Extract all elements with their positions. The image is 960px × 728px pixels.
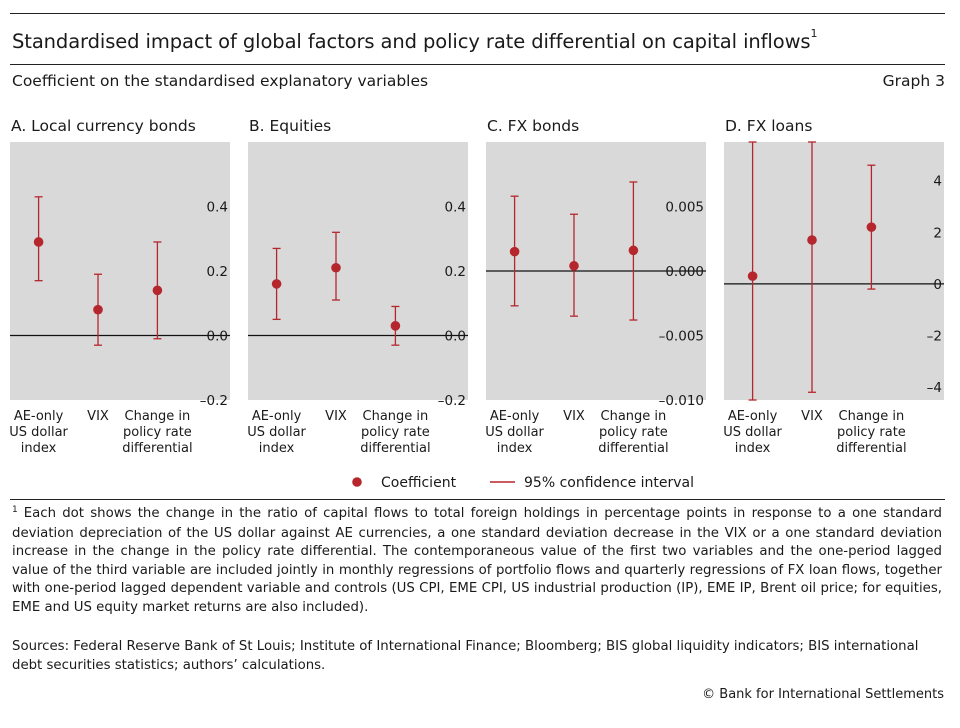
footnote-number: 1 [12,505,18,515]
category-label: US dollar [485,425,544,440]
coefficient-point [747,271,758,281]
category-label: policy rate [361,425,430,440]
y-tick-label: 4 [933,174,942,190]
panel-title-2: C. FX bonds [487,117,579,135]
category-label: index [21,441,57,456]
category-label: Change in [601,409,667,424]
y-tick-label: –0.005 [659,329,704,345]
top-rule [10,13,945,14]
footnote-rule [10,499,945,500]
category-label: differential [360,441,430,456]
y-tick-label: 0.0 [445,329,466,345]
category-label: differential [598,441,668,456]
category-label: Change in [363,409,429,424]
panel-background-1 [248,142,468,400]
graph-number: Graph 3 [882,72,945,90]
category-label: VIX [87,409,109,424]
footnote-text: Each dot shows the change in the ratio o… [12,506,942,615]
copyright: © Bank for International Settlements [702,687,944,702]
category-label: differential [836,441,906,456]
panel-title-3: D. FX loans [725,117,812,135]
y-tick-label: 0.0 [207,329,228,345]
category-label: AE-only [252,409,302,424]
title-footnote-ref: 1 [810,26,818,40]
chart-area: A. Local currency bonds –0.2 0.0 0.2 0.4 AE-o… [9,117,944,491]
coefficient-point [93,304,103,315]
y-tick-label: 0.2 [445,264,466,280]
y-tick-label: –4 [927,380,942,396]
panel-background-3 [724,142,944,400]
panel-background-0 [10,142,230,400]
category-label: US dollar [723,425,782,440]
y-tick-label: –0.010 [659,393,704,409]
panel-title-1: B. Equities [249,117,331,135]
category-label: policy rate [123,425,192,440]
category-label: US dollar [247,425,306,440]
chart-title: Standardised impact of global factors an… [12,26,818,54]
coefficient-point [628,245,639,256]
legend-interval-label: 95% confidence interval [524,475,694,491]
coefficient-point [152,285,163,296]
coefficient-point [390,321,401,331]
category-label: Change in [839,409,905,424]
y-tick-label: 0 [933,277,942,293]
coefficient-point [509,246,520,257]
y-tick-label: –0.2 [200,393,228,409]
category-label: VIX [801,409,823,424]
y-tick-label: –2 [927,329,942,345]
legend-coefficient-label: Coefficient [381,475,457,491]
category-label: AE-only [490,409,540,424]
category-label: policy rate [599,425,668,440]
coefficient-point [866,222,877,232]
coefficient-point [569,261,579,271]
category-label: AE-only [728,409,778,424]
sources: Sources: Federal Reserve Bank of St Loui… [12,639,919,673]
y-tick-label: 0.2 [207,264,228,280]
y-tick-label: 0.4 [445,200,466,216]
category-label: US dollar [9,425,68,440]
title-rule [10,64,945,65]
category-label: index [497,441,533,456]
category-label: index [259,441,295,456]
category-label: VIX [325,409,347,424]
footnote: 1 Each dot shows the change in the ratio … [12,505,942,618]
y-tick-label: 0.4 [207,200,228,216]
category-label: index [735,441,771,456]
category-label: policy rate [837,425,906,440]
y-tick-label: –0.2 [438,393,466,409]
y-tick-label: 0.000 [665,264,704,280]
coefficient-point [33,237,44,247]
coefficient-point [331,262,341,273]
y-tick-label: 0.005 [665,200,704,216]
category-label: differential [122,441,192,456]
legend-coefficient-marker [352,477,362,487]
category-label: Change in [125,409,191,424]
y-tick-label: 2 [933,225,942,241]
category-label: AE-only [14,409,64,424]
category-label: VIX [563,409,585,424]
coefficient-point [807,235,817,245]
panel-title-0: A. Local currency bonds [11,117,196,135]
coefficient-point [271,279,282,289]
chart-subtitle: Coefficient on the standardised explanat… [12,72,429,90]
